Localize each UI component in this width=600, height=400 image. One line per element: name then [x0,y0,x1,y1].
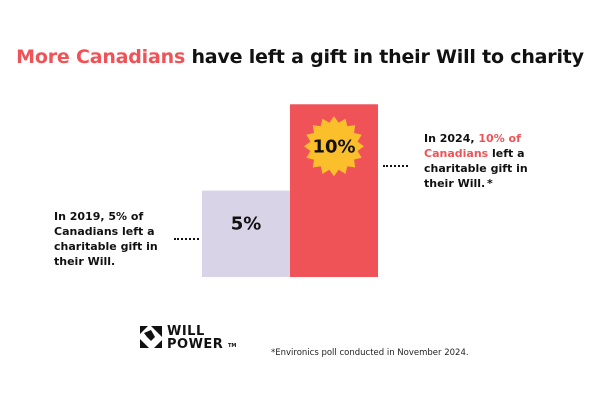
will-power-logo: WILL POWER TM [140,324,240,356]
will-power-logo-mark-icon [140,326,162,348]
annotation-leader-left [174,238,199,240]
title-rest: have left a gift in their Will to charit… [185,46,584,68]
chart-title: More Canadians have left a gift in their… [0,46,600,68]
annotation-2024: In 2024, 10% of Canadians left a charita… [424,131,542,191]
annotation-2019: In 2019, 5% of Canadians left a charitab… [54,210,158,268]
annotation-2024-pre: In 2024, [424,132,479,145]
logo-trademark: TM [228,343,237,349]
logo-word-power: POWER [167,337,224,352]
annotation-leader-right [383,165,408,167]
annotation-asterisk: * [487,177,493,190]
highlight-badge-2024 [304,116,364,177]
title-highlight: More Canadians [16,46,186,68]
annotation-2024-post: left a charitable gift in their Will. [424,147,528,190]
bar-2019 [202,190,290,277]
footnote: *Environics poll conducted in November 2… [271,348,469,358]
bar-label-2019: 5% [231,213,262,234]
logo-word-will: WILL [167,324,205,339]
bar-label-2024: 10% [312,136,355,157]
annotation-2024-highlight: 10% of Canadians [424,132,521,160]
